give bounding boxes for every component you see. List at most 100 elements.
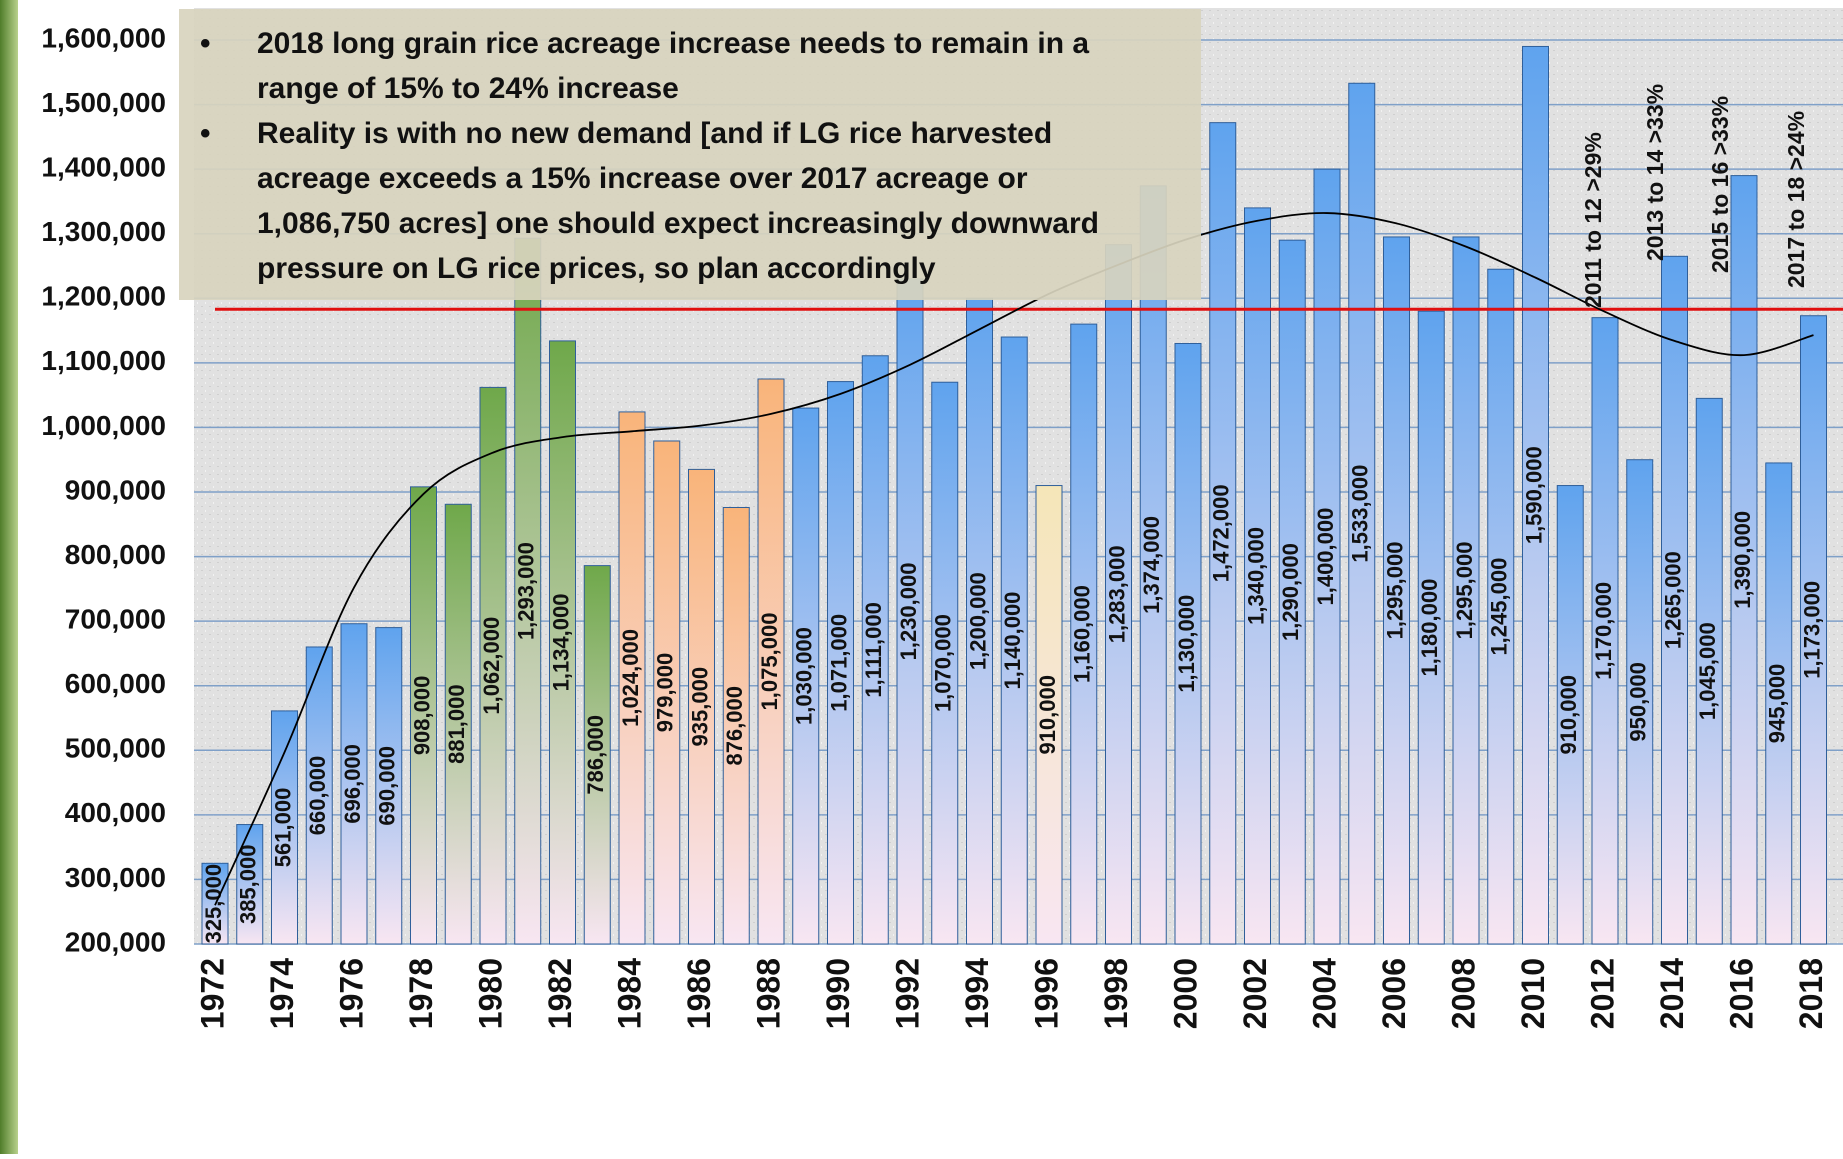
x-tick-label: 1992 bbox=[889, 958, 925, 1029]
note-text: 2018 long grain rice acreage increase ne… bbox=[257, 27, 1089, 60]
bar bbox=[1000, 336, 1028, 945]
x-tick-label: 2018 bbox=[1793, 958, 1829, 1029]
bar bbox=[1070, 323, 1098, 945]
bar bbox=[1035, 485, 1063, 945]
value-label: 1,160,000 bbox=[1070, 585, 1095, 683]
bar bbox=[1278, 239, 1306, 945]
bar bbox=[1765, 462, 1793, 945]
bar bbox=[1591, 317, 1619, 945]
value-label: 1,045,000 bbox=[1695, 622, 1720, 720]
value-label: 1,390,000 bbox=[1730, 511, 1755, 609]
x-tick-label: 1994 bbox=[959, 958, 995, 1029]
bar bbox=[1209, 122, 1237, 945]
bar bbox=[688, 468, 715, 945]
bar bbox=[757, 378, 785, 945]
annotation: 2017 to 18 >24% bbox=[1783, 111, 1809, 288]
value-label: 1,170,000 bbox=[1591, 582, 1616, 680]
bar bbox=[1452, 236, 1480, 945]
bar bbox=[410, 486, 437, 945]
x-tick-label: 1990 bbox=[820, 958, 856, 1029]
bar bbox=[861, 355, 889, 945]
bar bbox=[271, 710, 298, 945]
y-tick-label: 1,200,000 bbox=[41, 281, 166, 312]
bar bbox=[1105, 244, 1132, 945]
y-tick-label: 1,000,000 bbox=[41, 410, 166, 441]
x-tick-label: 2006 bbox=[1376, 958, 1412, 1029]
value-label: 1,295,000 bbox=[1452, 542, 1477, 640]
note-text: acreage exceeds a 15% increase over 2017… bbox=[257, 162, 1028, 195]
bar bbox=[444, 503, 472, 945]
bar bbox=[514, 237, 542, 945]
value-label: 1,295,000 bbox=[1382, 542, 1407, 640]
bar bbox=[1730, 175, 1758, 945]
note-text: Reality is with no new demand [and if LG… bbox=[257, 117, 1052, 150]
y-tick-label: 1,500,000 bbox=[41, 87, 166, 118]
y-tick-label: 500,000 bbox=[65, 733, 166, 764]
x-tick-label: 1980 bbox=[472, 958, 508, 1029]
value-label: 910,000 bbox=[1556, 675, 1581, 755]
y-tick-label: 800,000 bbox=[65, 539, 166, 570]
value-label: 1,062,000 bbox=[479, 617, 504, 715]
value-label: 1,290,000 bbox=[1278, 543, 1303, 641]
bar bbox=[375, 627, 403, 945]
value-label: 325,000 bbox=[201, 864, 226, 944]
bar bbox=[479, 386, 507, 945]
y-tick-label: 1,400,000 bbox=[41, 152, 166, 183]
note-text: 1,086,750 acres] one should expect incre… bbox=[257, 207, 1099, 240]
value-label: 881,000 bbox=[444, 684, 469, 764]
x-tick-label: 2008 bbox=[1445, 958, 1481, 1029]
value-label: 1,230,000 bbox=[896, 563, 921, 661]
bar bbox=[827, 381, 854, 945]
bar bbox=[618, 411, 646, 945]
y-tick-label: 700,000 bbox=[65, 604, 166, 635]
value-label: 945,000 bbox=[1765, 664, 1790, 744]
bar bbox=[340, 623, 368, 945]
bar bbox=[792, 407, 820, 945]
bar bbox=[549, 340, 576, 945]
value-label: 1,265,000 bbox=[1660, 551, 1685, 649]
value-label: 1,130,000 bbox=[1174, 595, 1199, 693]
value-label: 1,533,000 bbox=[1348, 465, 1373, 563]
value-label: 1,180,000 bbox=[1417, 579, 1442, 677]
value-label: 1,374,000 bbox=[1139, 516, 1164, 614]
annotation: 2015 to 16 >33% bbox=[1707, 96, 1733, 273]
x-tick-label: 2016 bbox=[1723, 958, 1759, 1029]
y-tick-label: 600,000 bbox=[65, 668, 166, 699]
x-tick-label: 2000 bbox=[1167, 958, 1203, 1029]
value-label: 1,070,000 bbox=[931, 614, 956, 712]
y-tick-label: 200,000 bbox=[65, 926, 166, 957]
value-label: 1,024,000 bbox=[618, 629, 643, 727]
x-tick-label: 1996 bbox=[1028, 958, 1064, 1029]
value-label: 1,071,000 bbox=[826, 614, 851, 712]
value-label: 1,283,000 bbox=[1104, 545, 1129, 643]
bar bbox=[1383, 236, 1410, 945]
value-label: 1,293,000 bbox=[514, 542, 539, 640]
x-tick-label: 1984 bbox=[611, 958, 647, 1029]
side-decoration bbox=[0, 0, 18, 1154]
bar bbox=[1139, 185, 1167, 945]
bullet: • bbox=[200, 27, 211, 60]
value-label: 908,000 bbox=[409, 676, 434, 756]
x-tick-label: 2014 bbox=[1654, 958, 1690, 1029]
bar bbox=[305, 646, 333, 945]
value-label: 950,000 bbox=[1626, 662, 1651, 742]
value-label: 1,400,000 bbox=[1313, 508, 1338, 606]
y-tick-label: 1,100,000 bbox=[41, 345, 166, 376]
value-label: 786,000 bbox=[583, 715, 608, 795]
value-label: 561,000 bbox=[270, 788, 295, 868]
value-label: 1,030,000 bbox=[792, 627, 817, 725]
x-tick-label: 1986 bbox=[681, 958, 717, 1029]
bar bbox=[1313, 168, 1341, 945]
y-tick-label: 900,000 bbox=[65, 474, 166, 505]
trend-line bbox=[214, 212, 1814, 906]
x-tick-label: 1972 bbox=[194, 958, 230, 1029]
bar bbox=[1661, 255, 1688, 945]
y-tick-label: 400,000 bbox=[65, 797, 166, 828]
value-label: 1,134,000 bbox=[548, 594, 573, 692]
value-label: 1,111,000 bbox=[861, 602, 886, 697]
x-tick-label: 1974 bbox=[264, 958, 300, 1029]
value-label: 1,590,000 bbox=[1521, 446, 1546, 544]
bar bbox=[1522, 45, 1549, 945]
